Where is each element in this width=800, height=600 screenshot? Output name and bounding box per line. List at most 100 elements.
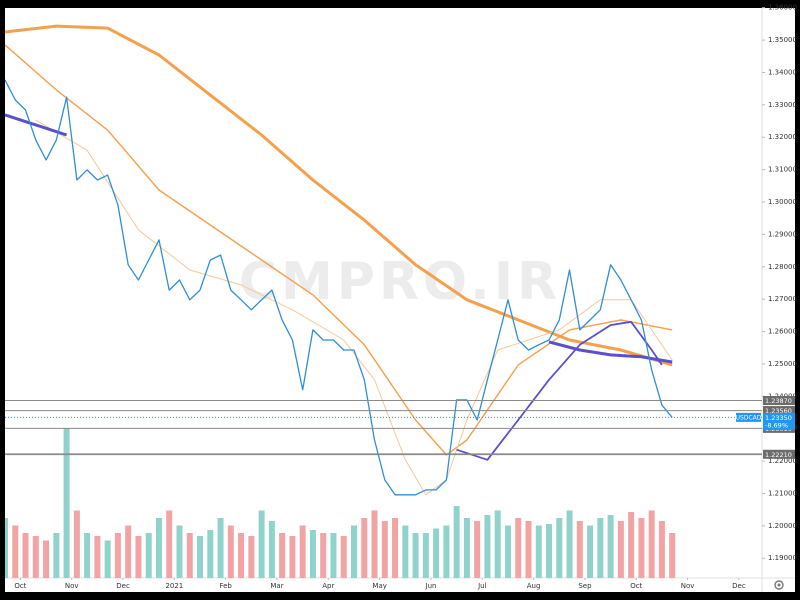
- x-tick-label: Apr: [322, 582, 334, 590]
- volume-bar: [628, 512, 635, 578]
- volume-bar: [32, 536, 39, 578]
- price-line-label: 1.22210: [765, 451, 792, 459]
- volume-bar: [73, 510, 80, 578]
- y-tick-label: 1.21000: [768, 489, 797, 497]
- volume-bar: [207, 530, 214, 578]
- volume-bar: [94, 536, 101, 578]
- x-tick-label: Sep: [578, 582, 592, 590]
- volume-bar: [114, 533, 121, 578]
- volume-bar: [176, 525, 183, 578]
- plot-area: [5, 24, 676, 578]
- x-tick-label: Jun: [425, 582, 437, 590]
- volume-bar: [422, 533, 429, 578]
- volume-bar: [669, 533, 676, 578]
- volume-bar: [504, 525, 511, 578]
- volume-bar: [535, 525, 542, 578]
- y-tick-label: 1.30000: [768, 198, 797, 206]
- volume-bar: [648, 510, 655, 578]
- volume-bar: [22, 533, 29, 578]
- volume-bar: [474, 521, 481, 578]
- x-tick-label: Dec: [116, 582, 130, 590]
- volume-bar: [135, 536, 142, 578]
- volume-bar: [587, 525, 594, 578]
- volume-bar: [84, 533, 91, 578]
- change-label: -8.69%: [765, 421, 788, 429]
- volume-bar: [258, 510, 265, 578]
- volume-bar: [494, 510, 501, 578]
- series-line: [5, 113, 68, 137]
- watermark: CMPRO.IR: [239, 252, 561, 312]
- volume-bar: [350, 525, 357, 578]
- y-tick-label: 1.31000: [768, 166, 797, 174]
- volume-bar: [340, 536, 347, 578]
- volume-bar: [268, 521, 275, 578]
- volume-bar: [433, 528, 440, 578]
- volume-bar: [402, 525, 409, 578]
- volume-bar: [309, 530, 316, 578]
- price-line-label-box: [763, 449, 795, 459]
- series-line: [456, 320, 663, 461]
- series-line: [35, 119, 673, 496]
- volume-bar: [217, 518, 224, 578]
- x-tick-label: Oct: [630, 582, 642, 590]
- price-line-label: 1.23560: [765, 407, 792, 415]
- volume-bar: [525, 521, 532, 578]
- volume-bar: [53, 533, 60, 578]
- volume-bar: [5, 518, 8, 578]
- volume-bar: [145, 533, 152, 578]
- price-line-label-box: [763, 406, 795, 416]
- volume-bar: [607, 515, 614, 578]
- volume-bar: [361, 518, 368, 578]
- y-tick-label: 1.34000: [768, 68, 797, 76]
- x-tick-label: May: [372, 582, 386, 590]
- y-tick-label: 1.29000: [768, 230, 797, 238]
- volume-bar: [638, 518, 645, 578]
- volume-bar: [484, 515, 491, 578]
- series-line: [5, 24, 673, 367]
- volume-bar: [104, 540, 111, 578]
- volume-bar: [381, 521, 388, 578]
- volume-bar: [412, 533, 419, 578]
- series-line: [548, 340, 673, 364]
- volume-bar: [330, 533, 337, 578]
- volume-bar: [248, 536, 255, 578]
- y-tick-label: 1.20000: [768, 522, 797, 530]
- volume-bar: [238, 533, 245, 578]
- series-line: [5, 79, 673, 496]
- volume-bar: [125, 525, 132, 578]
- volume-bar: [566, 510, 573, 578]
- price-line-label: 1.23870: [765, 397, 792, 405]
- volume-bar: [155, 518, 162, 578]
- x-tick-label: Dec: [732, 582, 746, 590]
- volume-bar: [320, 533, 327, 578]
- x-tick-label: Oct: [14, 582, 26, 590]
- volume-bar: [371, 510, 378, 578]
- last-price-box: [763, 412, 795, 430]
- y-tick-label: 1.25000: [768, 360, 797, 368]
- y-tick-label: 1.26000: [768, 328, 797, 336]
- y-tick-label: 1.19000: [768, 554, 797, 562]
- y-tick-label: 1.32000: [768, 133, 797, 141]
- volume-bar: [227, 525, 234, 578]
- volume-bar: [556, 518, 563, 578]
- volume-bar: [166, 510, 173, 578]
- volume-bar: [197, 536, 204, 578]
- y-tick-label: 1.33000: [768, 101, 797, 109]
- volume-bar: [392, 518, 399, 578]
- x-tick-label: Nov: [65, 582, 79, 590]
- y-tick-label: 1.22000: [768, 457, 797, 465]
- volume-bar: [576, 521, 583, 578]
- settings-icon[interactable]: [774, 580, 784, 590]
- price-line-label-box: [763, 396, 795, 406]
- volume-bar: [515, 518, 522, 578]
- last-price-label: 1.23350: [765, 414, 792, 422]
- volume-bar: [289, 536, 296, 578]
- volume-bar: [658, 521, 665, 578]
- volume-bar: [63, 428, 70, 578]
- x-tick-label: Jul: [477, 582, 487, 590]
- y-tick-label: 1.27000: [768, 295, 797, 303]
- volume-bar: [453, 506, 460, 578]
- volume-bar: [617, 521, 624, 578]
